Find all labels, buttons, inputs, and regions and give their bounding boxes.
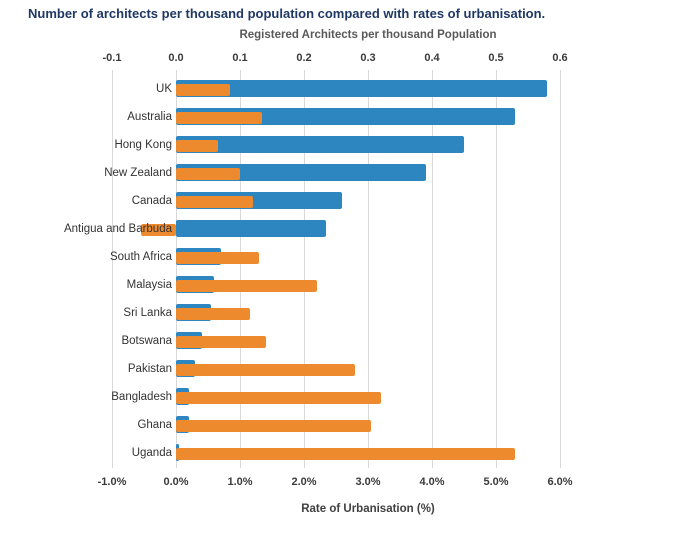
bottom-axis-tick: 6.0% (547, 476, 573, 488)
bottom-axis-title: Rate of Urbanisation (%) (301, 503, 435, 515)
urbanisation-bar (176, 140, 218, 152)
gridline (240, 70, 241, 468)
urbanisation-bar (176, 196, 253, 208)
urbanisation-bar (176, 252, 259, 264)
category-label: Sri Lanka (123, 307, 172, 319)
category-label: Canada (131, 195, 172, 207)
top-axis-tick: 0.4 (424, 52, 440, 64)
top-axis-tick: 0.0 (168, 52, 184, 64)
urbanisation-bar (141, 224, 176, 236)
bottom-axis-tick: -1.0% (97, 476, 127, 488)
urbanisation-bar (176, 392, 381, 404)
bottom-axis-tick: 4.0% (419, 476, 445, 488)
architects-bar (176, 136, 464, 153)
gridline (560, 70, 561, 468)
category-label: Antigua and Barbuda (63, 223, 172, 235)
architects-bar (176, 220, 326, 237)
top-axis-tick: 0.6 (552, 52, 568, 64)
category-label: Pakistan (127, 363, 172, 375)
top-axis-tick: -0.1 (102, 52, 122, 64)
category-label: UK (156, 83, 172, 95)
architects-bar (176, 80, 547, 97)
bottom-axis-tick: 5.0% (483, 476, 509, 488)
gridline (304, 70, 305, 468)
top-axis-tick: 0.3 (360, 52, 376, 64)
urbanisation-bar (176, 168, 240, 180)
urbanisation-bar (176, 112, 262, 124)
urbanisation-bar (176, 364, 355, 376)
top-axis-tick: 0.5 (488, 52, 504, 64)
chart-title: Number of architects per thousand popula… (28, 6, 546, 21)
urbanisation-bar (176, 448, 515, 460)
bottom-axis-tick: 0.0% (163, 476, 189, 488)
top-axis-tick: 0.2 (296, 52, 312, 64)
urbanisation-bar (176, 336, 266, 348)
gridline (368, 70, 369, 468)
category-label: Botswana (121, 335, 172, 347)
urbanisation-bar (176, 420, 371, 432)
gridline (112, 70, 113, 468)
plot-area (112, 70, 624, 468)
gridline (176, 70, 177, 468)
gridline (432, 70, 433, 468)
gridline (496, 70, 497, 468)
urbanisation-bar (176, 280, 317, 292)
category-label: Australia (127, 111, 172, 123)
top-axis-title: Registered Architects per thousand Popul… (239, 29, 497, 41)
urbanisation-bar (176, 308, 250, 320)
top-axis-tick: 0.1 (232, 52, 248, 64)
category-labels: UK Australia Hong Kong New Zealand Canada Ant… (0, 76, 172, 468)
category-label: Malaysia (126, 279, 172, 291)
bottom-axis-tick: 1.0% (227, 476, 253, 488)
bottom-axis-tick: 2.0% (291, 476, 317, 488)
category-label: Uganda (131, 447, 172, 459)
category-label: Ghana (137, 419, 172, 431)
category-label: Bangladesh (111, 391, 172, 403)
category-label: South Africa (109, 251, 172, 263)
category-label: Hong Kong (114, 139, 172, 151)
category-label: New Zealand (104, 167, 172, 179)
urbanisation-bar (176, 84, 230, 96)
bottom-axis-tick: 3.0% (355, 476, 381, 488)
